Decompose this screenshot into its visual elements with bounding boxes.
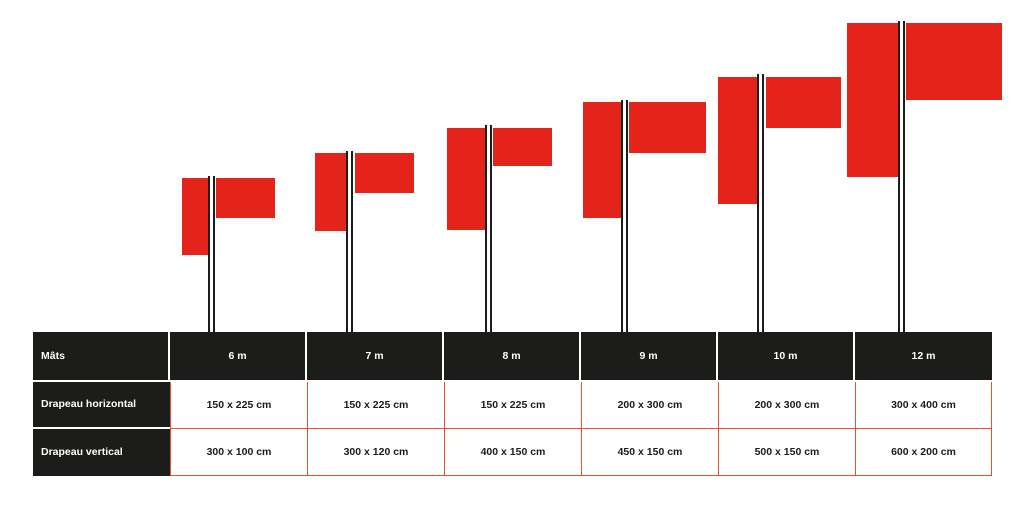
mast-height-header-9m: 9 m <box>581 332 718 382</box>
flag-pole-8m <box>484 125 492 333</box>
horizontal-flag-size-7m: 150 x 225 cm <box>307 382 444 429</box>
horizontal-flag-10m <box>765 76 841 128</box>
horizontal-flag-size-9m: 200 x 300 cm <box>581 382 718 429</box>
flag-pole-12m <box>897 21 905 333</box>
table-header-masts: Mâts <box>33 332 170 382</box>
mast-height-header-10m: 10 m <box>718 332 855 382</box>
vertical-flag-8m <box>447 127 485 230</box>
flag-pole-10m <box>757 74 765 333</box>
flag-pole-7m <box>346 150 354 333</box>
horizontal-flag-7m <box>354 152 414 193</box>
vertical-flag-size-8m: 400 x 150 cm <box>444 429 581 476</box>
horizontal-flag-9m <box>629 101 706 153</box>
vertical-flag-7m <box>314 152 346 231</box>
vertical-flag-6m <box>182 178 208 255</box>
mast-height-header-6m: 6 m <box>170 332 307 382</box>
vertical-flag-size-7m: 300 x 120 cm <box>307 429 444 476</box>
horizontal-flag-size-12m: 300 x 400 cm <box>855 382 992 429</box>
flag-size-table: Mâts 6 m 7 m 8 m 9 m 10 m 12 m Drapeau h… <box>33 332 992 476</box>
vertical-flag-size-12m: 600 x 200 cm <box>855 429 992 476</box>
vertical-flag-10m <box>718 76 757 204</box>
vertical-flag-size-6m: 300 x 100 cm <box>170 429 307 476</box>
vertical-flag-size-10m: 500 x 150 cm <box>718 429 855 476</box>
mast-height-header-8m: 8 m <box>444 332 581 382</box>
horizontal-flag-size-8m: 150 x 225 cm <box>444 382 581 429</box>
horizontal-flag-6m <box>216 178 275 218</box>
vertical-flag-12m <box>847 23 898 177</box>
horizontal-flag-size-10m: 200 x 300 cm <box>718 382 855 429</box>
row-label-drapeau-vertical: Drapeau vertical <box>33 429 170 476</box>
mast-height-header-7m: 7 m <box>307 332 444 382</box>
vertical-flag-9m <box>582 101 621 218</box>
row-label-drapeau-horizontal: Drapeau horizontal <box>33 382 170 429</box>
vertical-flag-size-9m: 450 x 150 cm <box>581 429 718 476</box>
mast-height-header-12m: 12 m <box>855 332 992 382</box>
horizontal-flag-size-6m: 150 x 225 cm <box>170 382 307 429</box>
flag-pole-6m <box>207 176 215 333</box>
flag-pole-9m <box>620 99 628 333</box>
horizontal-flag-12m <box>906 23 1002 100</box>
horizontal-flag-8m <box>493 127 552 166</box>
